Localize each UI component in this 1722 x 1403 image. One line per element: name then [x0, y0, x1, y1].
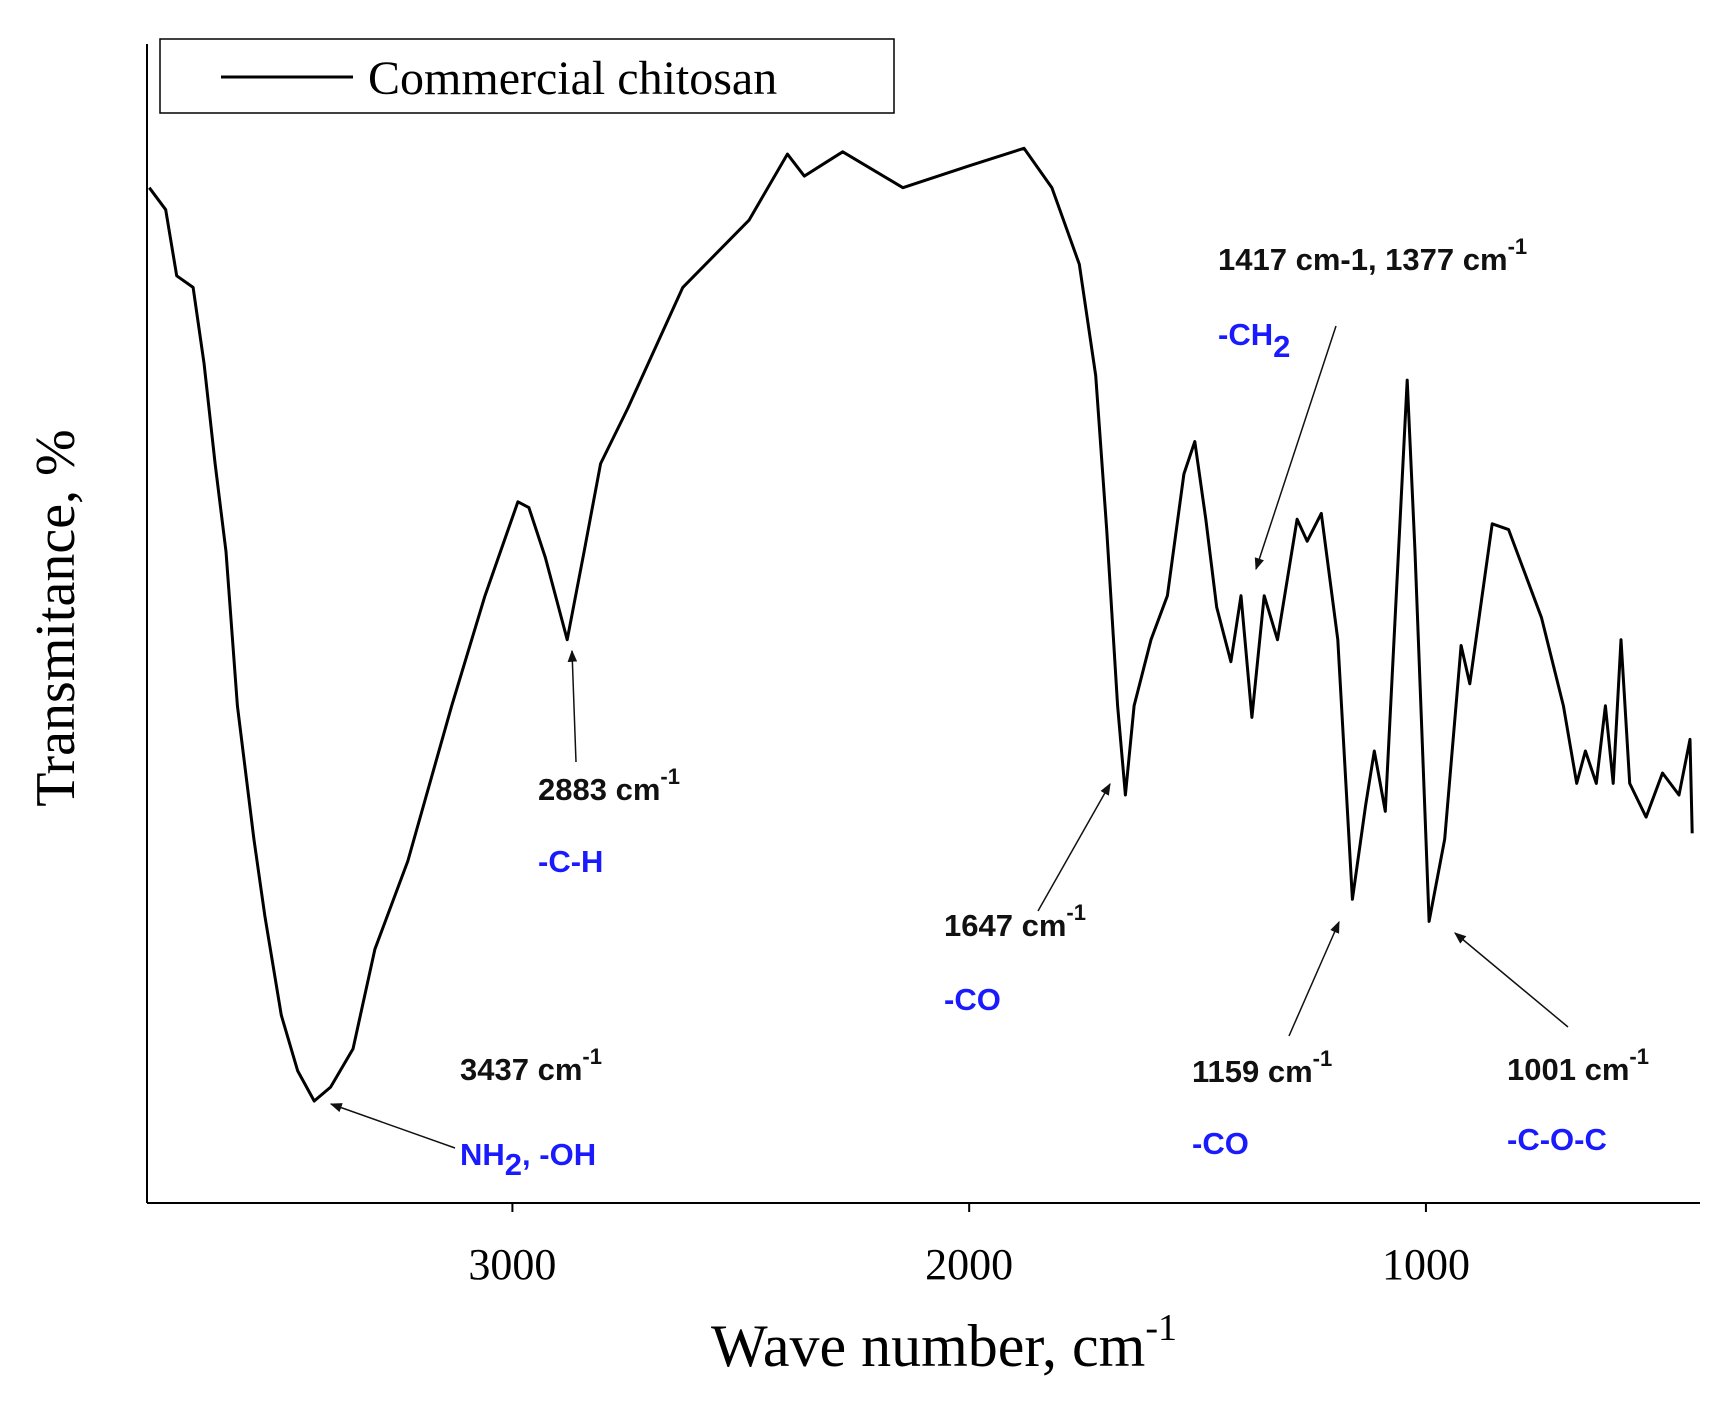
annotation-text: 1159 cm — [1192, 1054, 1313, 1089]
annotation-group-text: -CO — [1192, 1126, 1249, 1161]
annotation-arrow — [329, 1103, 456, 1149]
spectrum-line — [148, 146, 1694, 1103]
annotation-label: 1647 cm-1 — [944, 900, 1086, 943]
annotation-text: 1647 cm — [944, 908, 1066, 943]
annotation-arrow — [1454, 932, 1569, 1028]
x-tick-label: 1000 — [1382, 1240, 1470, 1289]
y-axis-label: Transmitance, % — [25, 429, 87, 806]
annotation-group-text: -CH — [1218, 317, 1273, 352]
annotation-group: NH2, -OH — [460, 1137, 596, 1182]
annotation-group-text: -CO — [944, 982, 1001, 1017]
annotation-group: -CH2 — [1218, 317, 1290, 364]
annotation-arrow — [1288, 920, 1340, 1037]
annotation-sub: 2 — [505, 1147, 522, 1182]
legend-label: Commercial chitosan — [368, 52, 777, 105]
annotation-arrow — [1037, 782, 1111, 912]
annotation-arrow — [1254, 325, 1337, 571]
annotation-label: 1001 cm-1 — [1507, 1044, 1649, 1087]
annotation-group: -C-O-C — [1507, 1122, 1607, 1157]
annotation-sup: -1 — [1629, 1044, 1649, 1069]
annotation-label: 2883 cm-1 — [538, 764, 680, 807]
x-axis-label: Wave number, cm-1 — [711, 1307, 1177, 1379]
x-tick-label: 3000 — [468, 1240, 556, 1289]
annotation-group: -C-H — [538, 844, 603, 879]
annotation-sup: -1 — [582, 1044, 602, 1069]
annotation-text: 3437 cm — [460, 1052, 582, 1087]
annotation-sup: -1 — [1313, 1046, 1333, 1071]
annotation-label: 1159 cm-1 — [1192, 1046, 1332, 1089]
annotation-group: -CO — [944, 982, 1001, 1017]
annotation-sup: -1 — [1508, 234, 1528, 259]
annotation-arrow — [567, 649, 578, 763]
annotation-label: 3437 cm-1 — [460, 1044, 602, 1087]
annotation-text: 1417 cm-1, 1377 cm — [1218, 242, 1508, 277]
annotation-sup: -1 — [660, 764, 680, 789]
x-axis-label-sup: -1 — [1145, 1307, 1177, 1349]
annotation-group-rest: , -OH — [522, 1137, 596, 1172]
annotation-text: 1001 cm — [1507, 1052, 1629, 1087]
annotation-sub: 2 — [1273, 329, 1290, 364]
annotation-group-text: NH — [460, 1137, 505, 1172]
annotation-text: 2883 cm — [538, 772, 660, 807]
x-tick-label: 2000 — [925, 1240, 1013, 1289]
annotation-label: 1417 cm-1, 1377 cm-1 — [1218, 234, 1527, 277]
annotation-sup: -1 — [1066, 900, 1086, 925]
x-axis-label-text: Wave number, cm — [711, 1313, 1145, 1379]
annotation-group-text: -C-O-C — [1507, 1122, 1607, 1157]
annotation-group-text: -C-H — [538, 844, 603, 879]
annotation-group: -CO — [1192, 1126, 1249, 1161]
